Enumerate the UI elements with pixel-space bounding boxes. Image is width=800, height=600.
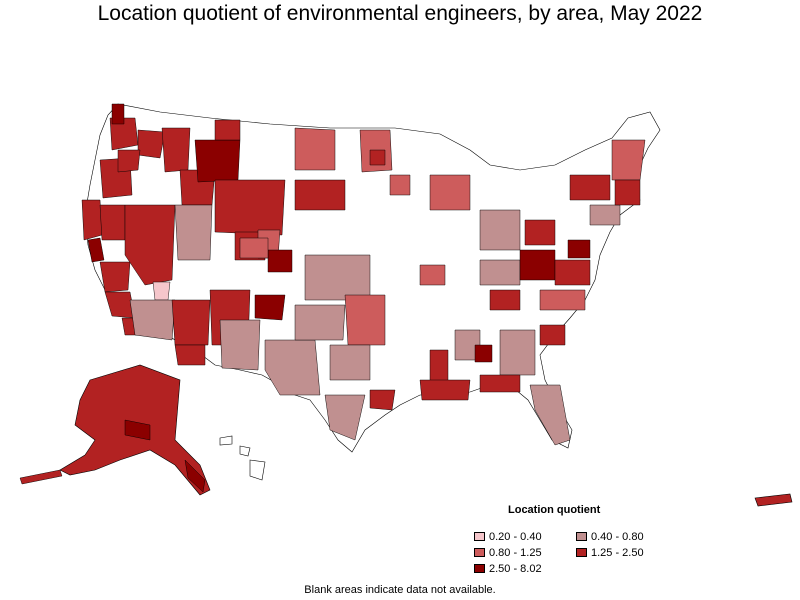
- legend-label-4: 2.50 - 8.02: [489, 562, 542, 575]
- legend-label-2: 0.80 - 1.25: [489, 546, 542, 559]
- region-seattle: [111, 103, 125, 125]
- legend-label-0: 0.20 - 0.40: [489, 530, 542, 543]
- legend-item-2: 0.80 - 1.25: [474, 546, 542, 559]
- region-north-carolina: [539, 289, 586, 311]
- region-california-central: [99, 261, 131, 293]
- region-phoenix: [171, 299, 211, 346]
- region-iowa: [389, 174, 411, 196]
- region-georgia: [499, 329, 536, 376]
- region-new-york-city: [589, 204, 621, 226]
- legend-swatch-1: [576, 532, 587, 541]
- legend-swatch-2: [474, 548, 485, 557]
- region-new-york: [569, 174, 611, 201]
- legend-item-1: 0.40 - 0.80: [576, 530, 644, 543]
- region-north-dakota: [294, 127, 336, 171]
- region-utah: [174, 204, 213, 261]
- legend-swatch-4: [474, 564, 485, 573]
- legend-label-3: 1.25 - 2.50: [591, 546, 644, 559]
- region-south-carolina: [539, 324, 566, 346]
- footnote: Blank areas indicate data not available.: [304, 584, 496, 596]
- region-alaska-aleutians: [19, 469, 63, 485]
- region-texas-north: [329, 344, 371, 381]
- legend-label-1: 0.40 - 0.80: [591, 530, 644, 543]
- region-texas-west: [264, 339, 321, 396]
- region-hawaii-big-island: [249, 459, 266, 481]
- region-arizona: [129, 299, 176, 341]
- region-montana-west: [194, 139, 241, 183]
- region-oregon-central: [117, 149, 141, 173]
- region-new-mexico-east: [219, 319, 261, 371]
- region-tennessee: [489, 289, 521, 311]
- region-alaska-south: [124, 419, 151, 441]
- region-pennsylvania-west: [524, 219, 556, 246]
- legend-swatch-0: [474, 532, 485, 541]
- region-michigan: [429, 174, 471, 211]
- region-houston: [369, 389, 396, 411]
- map-title: Location quotient of environmental engin…: [97, 2, 703, 25]
- region-alabama: [474, 344, 493, 363]
- region-montana-north: [214, 119, 241, 141]
- region-nebraska: [239, 237, 269, 259]
- region-nevada-south: [152, 281, 171, 301]
- legend-item-0: 0.20 - 0.40: [474, 530, 542, 543]
- region-new-england: [611, 139, 646, 181]
- region-west-virginia: [519, 249, 556, 281]
- region-missouri: [419, 264, 446, 286]
- region-virginia: [554, 259, 591, 286]
- region-arkansas: [429, 349, 449, 383]
- region-sacramento: [99, 204, 126, 241]
- region-washington-east: [137, 129, 166, 159]
- region-california-bay: [87, 237, 105, 263]
- region-louisiana: [419, 379, 471, 401]
- region-puerto-rico: [754, 493, 793, 507]
- region-massachusetts: [614, 179, 641, 206]
- legend-title: Location quotient: [508, 504, 601, 516]
- region-tucson: [174, 344, 206, 366]
- legend-swatch-3: [576, 548, 587, 557]
- legend-item-3: 1.25 - 2.50: [576, 546, 644, 559]
- region-south-dakota: [294, 179, 346, 211]
- region-florida-panhandle: [479, 374, 521, 393]
- region-kansas: [304, 254, 371, 301]
- region-texas-gulf: [324, 394, 366, 441]
- region-albuquerque: [254, 294, 286, 321]
- region-ohio: [479, 209, 521, 251]
- region-oklahoma: [294, 304, 346, 341]
- region-idaho-north: [161, 127, 191, 173]
- region-california-north: [81, 199, 103, 241]
- region-wyoming: [214, 179, 286, 236]
- region-minneapolis: [369, 149, 386, 166]
- region-alaska-panhandle: [184, 459, 206, 493]
- region-maryland: [567, 239, 591, 259]
- region-hawaii-oahu: [219, 435, 233, 446]
- region-florida: [529, 384, 571, 446]
- region-colorado-front: [267, 249, 293, 273]
- legend-item-4: 2.50 - 8.02: [474, 562, 542, 575]
- region-oklahoma-east: [344, 294, 386, 346]
- region-hawaii-maui: [239, 445, 251, 457]
- region-kentucky: [479, 259, 521, 286]
